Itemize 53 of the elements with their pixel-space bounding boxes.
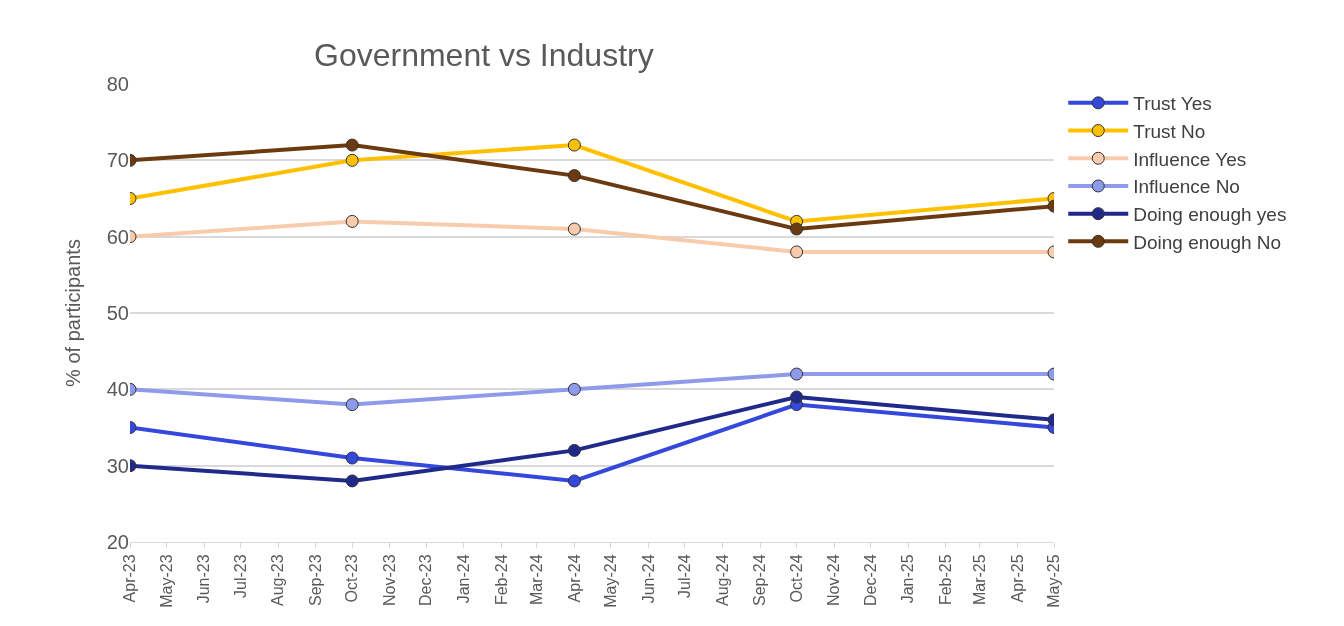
chart-title: Government vs Industry: [314, 37, 654, 74]
x-tick-label: Dec-24: [861, 554, 879, 606]
x-tick-label: May-25: [1045, 554, 1063, 608]
point: [345, 153, 359, 167]
point: [567, 138, 581, 152]
y-tick-label: 70: [106, 149, 129, 172]
point: [567, 169, 581, 183]
x-tick-label: Jun-24: [639, 554, 657, 604]
point: [567, 382, 581, 396]
legend-label: Influence Yes: [1133, 148, 1247, 170]
y-tick-label: 20: [106, 531, 129, 553]
x-tick-label: Aug-24: [713, 554, 731, 606]
x-tick-label: May-23: [157, 554, 175, 608]
point: [345, 214, 359, 228]
y-axis-title: % of participants: [62, 239, 84, 387]
x-tick-label: Jul-23: [231, 554, 249, 598]
x-tick-label: Sep-23: [306, 554, 324, 606]
x-tick-label: May-24: [602, 554, 620, 608]
x-tick-label: Jan-24: [455, 554, 473, 604]
x-tick-label: Oct-23: [343, 554, 361, 603]
point: [345, 451, 359, 465]
point: [567, 222, 581, 236]
legend-label: Influence No: [1133, 176, 1240, 198]
y-tick-label: 80: [106, 73, 129, 95]
x-tick-label: Sep-24: [751, 554, 769, 606]
legend-label: Trust Yes: [1133, 93, 1212, 115]
x-tick-label: Dec-23: [417, 554, 435, 606]
x-tick-label: Apr-24: [565, 554, 583, 603]
x-tick-label: Feb-24: [492, 554, 510, 606]
legend-label: Doing enough yes: [1133, 204, 1287, 226]
legend-label: Trust No: [1133, 120, 1206, 142]
x-tick-label: Nov-24: [825, 554, 843, 606]
point: [345, 398, 359, 412]
x-tick-label: Jun-23: [195, 554, 213, 604]
x-tick-label: Apr-25: [1008, 554, 1026, 603]
x-tick-label: Nov-23: [381, 554, 399, 606]
x-tick-label: Oct-24: [787, 554, 805, 603]
legend-label: Doing enough No: [1133, 231, 1282, 253]
y-tick-label: 60: [106, 225, 129, 248]
x-tick-label: Feb-25: [937, 554, 955, 606]
y-tick-label: 30: [106, 454, 129, 477]
x-tick-label: Mar-24: [527, 554, 545, 606]
x-tick-label: Mar-25: [971, 554, 989, 606]
x-tick-label: Jul-24: [676, 554, 694, 598]
point: [345, 474, 359, 488]
x-tick-label: Apr-23: [121, 554, 139, 603]
x-tick-label: Jan-25: [899, 554, 917, 604]
point: [567, 443, 581, 457]
y-tick-label: 40: [106, 378, 129, 401]
point: [345, 138, 359, 152]
point: [567, 474, 581, 488]
y-tick-label: 50: [106, 302, 129, 324]
x-tick-label: Aug-23: [269, 554, 287, 606]
